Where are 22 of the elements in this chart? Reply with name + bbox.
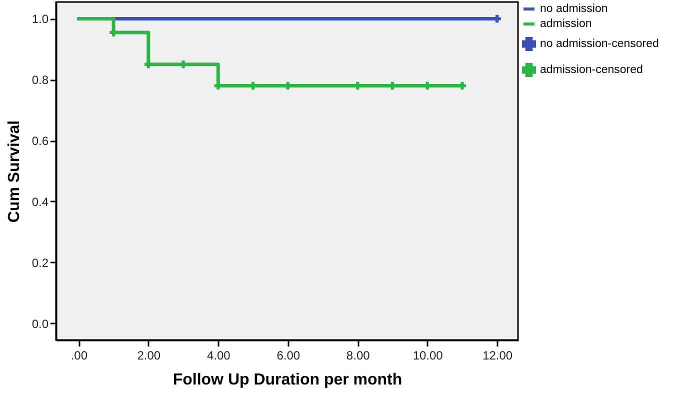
- point: [144, 60, 152, 68]
- point: [110, 28, 118, 36]
- y-tick-label: 0.4: [32, 194, 49, 209]
- x-tick-label: 8.00: [346, 348, 370, 362]
- y-tick-label: 0.2: [32, 256, 49, 270]
- y-tick-label: 0.8: [32, 73, 49, 88]
- x-tick-label: 12.00: [482, 348, 513, 362]
- x-tick-label: 6.00: [276, 348, 300, 362]
- legend-label: no admission-censored: [540, 38, 659, 50]
- x-tick-label: .00: [70, 348, 88, 362]
- x-axis-title: Follow Up Duration per month: [172, 372, 402, 388]
- legend-label: admission: [540, 18, 592, 30]
- x-tick-label: 2.00: [137, 348, 161, 362]
- x-tick-label: 4.00: [206, 348, 231, 362]
- legend-label: admission-censored: [540, 64, 643, 76]
- y-tick-label: 0.0: [32, 316, 49, 331]
- y-tick-label: 1.0: [32, 12, 49, 26]
- x-tick-label: 10.00: [412, 348, 444, 362]
- point: [179, 60, 188, 68]
- y-axis-title: Cum Survival: [6, 120, 23, 223]
- legend-label: no admission: [540, 3, 608, 15]
- y-tick-label: 0.6: [32, 134, 49, 148]
